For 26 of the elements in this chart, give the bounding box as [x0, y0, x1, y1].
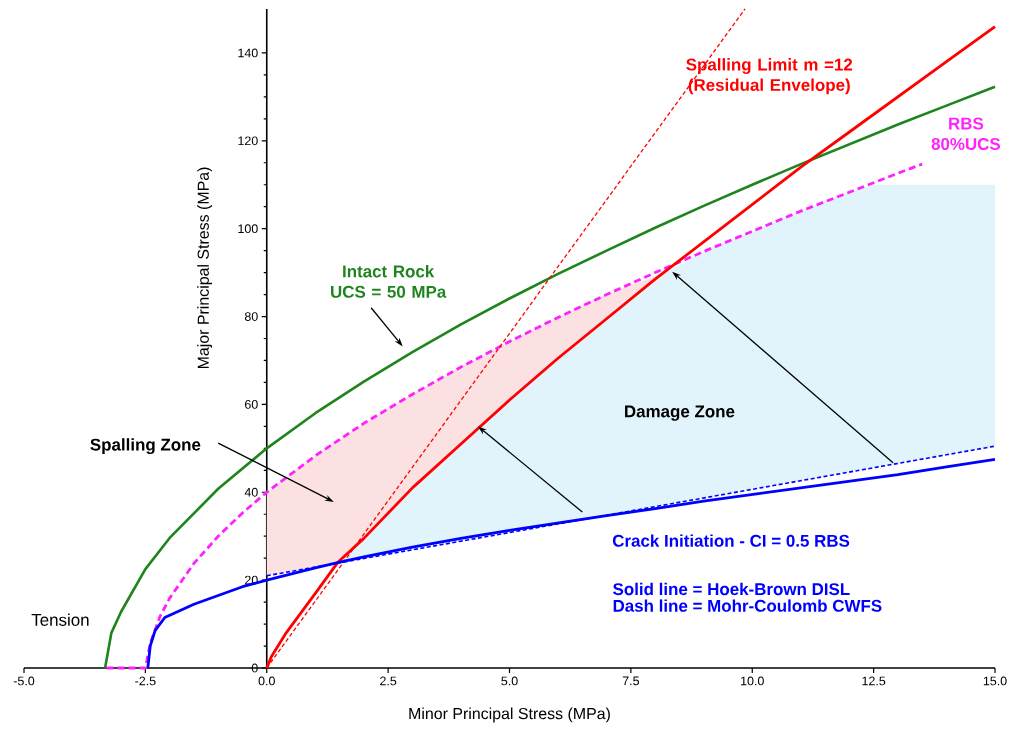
x-tick-label: 2.5	[380, 676, 397, 686]
y-tick-label: 60	[245, 400, 258, 409]
x-tick-label: -5.0	[13, 676, 35, 686]
x-tick-label: 12.5	[862, 676, 886, 686]
annotation: Spalling Zone	[90, 438, 201, 455]
y-axis-title: Major Principal Stress (MPa)	[197, 167, 213, 369]
x-tick-label: 5.0	[501, 676, 518, 686]
x-tick-label: 7.5	[622, 676, 640, 686]
series-label: Spalling Limit m =12 (Residual Envelope)	[686, 58, 853, 95]
x-tick-label: 0.0	[258, 676, 275, 686]
x-tick-label: 10.0	[741, 676, 764, 686]
annotation: Tension	[31, 613, 89, 626]
annotation: Damage Zone	[625, 405, 735, 421]
y-tick-label: 100	[238, 224, 258, 234]
y-tick-label: 80	[244, 312, 258, 321]
series-label: RBS 80%UCS	[931, 117, 1001, 150]
y-tick-label: 40	[244, 487, 258, 497]
x-tick-label: -2.5	[135, 676, 156, 686]
annotation: Solid line = Hoek-Brown DISL	[613, 582, 850, 596]
y-tick-label: 120	[238, 136, 258, 146]
x-axis-title: Minor Principal Stress (MPa)	[409, 707, 610, 723]
y-tick-label: 140	[238, 48, 258, 58]
x-tick-label: 15.0	[983, 676, 1007, 686]
series-label: Intact Rock UCS = 50 MPa	[331, 264, 447, 298]
annotation: Dash line = Mohr-Coulomb CWFS	[613, 599, 882, 612]
series-label: Crack Initiation - CI = 0.5 RBS	[612, 534, 850, 547]
